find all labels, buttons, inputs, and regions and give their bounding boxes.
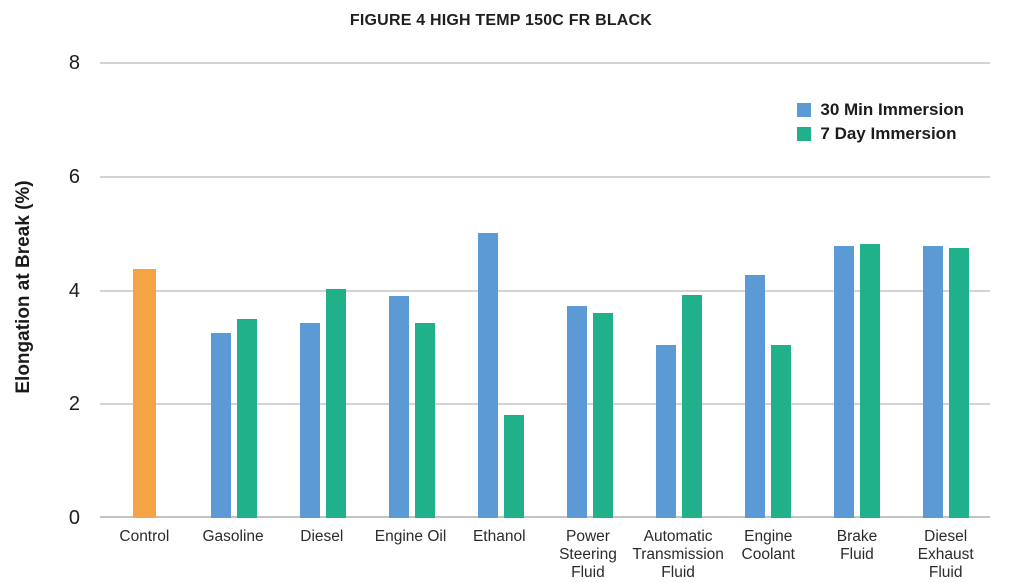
legend-label: 30 Min Immersion xyxy=(820,100,964,119)
legend: 30 Min Immersion 7 Day Immersion xyxy=(797,100,964,144)
bar-30-min-immersion-power-steering-fluid xyxy=(566,306,587,518)
bar-7-day-immersion-engine-oil xyxy=(414,322,435,518)
plot-area: 0 2 4 6 8 xyxy=(69,52,990,529)
bar-30-min-immersion-automatic-transmission-fluid xyxy=(655,344,676,518)
gridline-y-0 xyxy=(100,516,990,518)
x-axis-label-engine-oil: Engine Oil xyxy=(374,528,447,545)
bar-30-min-immersion-engine-oil xyxy=(388,296,409,518)
bar-30-min-immersion-diesel-exhaust-fluid xyxy=(922,245,943,518)
bar-group-power-steering-fluid xyxy=(545,63,634,518)
x-axis-label-engine-coolant: Engine Coolant xyxy=(741,528,795,563)
bar-7-day-immersion-power-steering-fluid xyxy=(592,313,613,518)
bar-groups xyxy=(100,63,990,518)
bar-30-min-immersion-diesel xyxy=(299,322,320,518)
bar-7-day-immersion-brake-fluid xyxy=(859,244,880,518)
gridline-y-4 xyxy=(100,289,990,292)
legend-item-30-min-immersion: 30 Min Immersion xyxy=(797,100,964,120)
x-axis-label-diesel: Diesel xyxy=(300,528,344,545)
bar-group-ethanol xyxy=(456,63,545,518)
x-axis-labels: Control Gasoline Diesel Engine Oil Ethanol Po… xyxy=(100,528,990,582)
chart-title: FIGURE 4 HIGH TEMP 150C FR BLACK xyxy=(349,12,653,29)
legend-swatch-icon xyxy=(797,103,812,117)
x-axis-label-power-steering-fluid: Power Steering Fluid xyxy=(559,528,617,581)
bar-7-day-immersion-diesel-exhaust-fluid xyxy=(948,248,969,518)
bar-group-gasoline xyxy=(189,63,278,518)
bar-30-min-immersion-ethanol xyxy=(477,232,498,518)
x-axis-label-brake-fluid: Brake Fluid xyxy=(836,528,878,563)
legend-swatch-icon xyxy=(797,127,812,141)
bar-group-engine-oil xyxy=(367,63,456,518)
bar-group-automatic-transmission-fluid xyxy=(634,63,723,518)
x-axis-label-diesel-exhaust-fluid: Diesel Exhaust Fluid xyxy=(917,528,974,581)
bar-group-brake-fluid xyxy=(812,63,901,518)
gridline-y-2 xyxy=(100,403,990,406)
x-axis-label-ethanol: Ethanol xyxy=(472,528,526,545)
x-axis-label-gasoline: Gasoline xyxy=(202,528,264,545)
legend-label: 7 Day Immersion xyxy=(820,124,957,143)
bar-group-diesel xyxy=(278,63,367,518)
y-tick-label-0: 0 xyxy=(68,507,80,529)
y-tick-label-6: 6 xyxy=(68,165,80,188)
bar-30-min-immersion-gasoline xyxy=(210,333,231,518)
y-axis-label: Elongation at Break (%) xyxy=(13,180,34,394)
bar-7-day-immersion-automatic-transmission-fluid xyxy=(681,295,702,518)
bar-7-day-immersion-gasoline xyxy=(236,318,257,518)
gridline-y-8 xyxy=(100,62,990,64)
bar-30-min-immersion-brake-fluid xyxy=(833,245,854,518)
legend-item-7-day-immersion: 7 Day Immersion xyxy=(797,124,956,144)
bar-30-min-immersion-engine-coolant xyxy=(744,274,765,518)
x-axis-label-control: Control xyxy=(119,528,170,545)
bar-group-engine-coolant xyxy=(723,63,812,518)
y-tick-label-2: 2 xyxy=(68,393,80,416)
y-tick-label-4: 4 xyxy=(68,279,80,302)
bar-7-day-immersion-ethanol xyxy=(503,414,524,518)
bar-7-day-immersion-diesel xyxy=(325,288,346,518)
bar-group-control xyxy=(100,63,189,518)
bar-group-diesel-exhaust-fluid xyxy=(901,63,990,518)
y-tick-label-8: 8 xyxy=(68,52,80,74)
bar-7-day-immersion-engine-coolant xyxy=(770,344,791,518)
gridline-y-6 xyxy=(100,175,990,178)
bar-control xyxy=(133,269,156,518)
x-axis-label-automatic-transmission-fluid: Automatic Transmission Fluid xyxy=(632,528,724,581)
